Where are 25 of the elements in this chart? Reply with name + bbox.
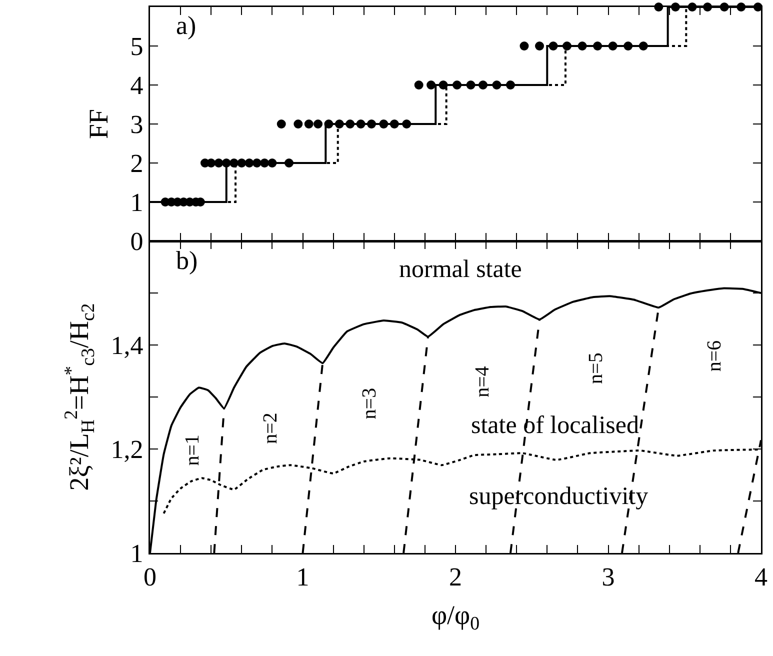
y-tick-label: 1 — [130, 539, 144, 568]
y-tick-label: 1 — [130, 188, 144, 218]
y-tick-label: 1,4 — [110, 331, 144, 360]
y-axis-title: FF — [84, 108, 114, 140]
annotation: n=4 — [472, 366, 494, 398]
y-tick-label: 1,2 — [110, 435, 144, 464]
annotation: b) — [176, 246, 198, 275]
y-tick-label: 2 — [130, 149, 144, 178]
annotation: a) — [176, 11, 196, 40]
y-tick-label: 0 — [130, 227, 144, 256]
y-tick-label: 5 — [130, 32, 144, 62]
x-tick-label: 4 — [754, 562, 768, 592]
x-tick-label: 3 — [602, 562, 615, 592]
x-tick-label: 2 — [449, 562, 462, 592]
annotation: n=2 — [259, 412, 282, 444]
annotation: n=5 — [585, 352, 608, 384]
annotation: superconductivity — [469, 483, 649, 510]
x-tick-label: 1 — [296, 562, 310, 592]
annotation: n=6 — [704, 340, 726, 372]
y-tick-label: 4 — [130, 71, 144, 100]
y-tick-label: 3 — [130, 110, 144, 140]
annotation: n=1 — [182, 434, 204, 466]
annotation: n=3 — [358, 388, 381, 420]
x-axis-title: φ/φ$_{0}$ — [431, 600, 480, 635]
annotation: normal state — [399, 256, 522, 283]
